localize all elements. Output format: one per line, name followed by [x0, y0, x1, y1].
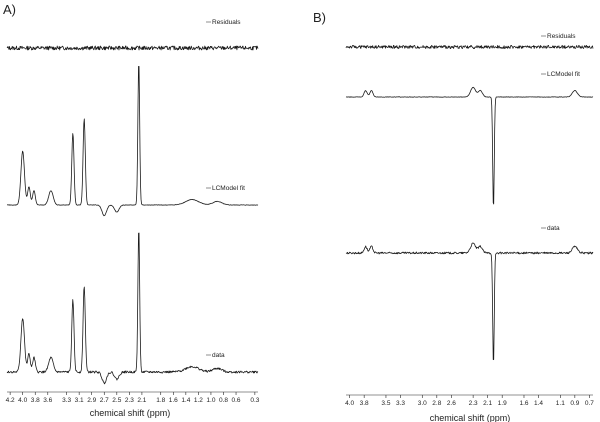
panel-b-x-tick-label: 4.0	[345, 400, 354, 407]
panel-a-data-legend-label: data	[212, 352, 225, 359]
panel-b-x-tick-label: 3.5	[381, 400, 390, 407]
panel-b-x-tick-label: 0.9	[570, 400, 579, 407]
panel-a-data-trace	[6, 232, 259, 385]
panel-a-x-tick-label: 0.6	[232, 397, 241, 404]
panel-a-x-axis-title: chemical shift (ppm)	[90, 408, 171, 418]
panel-b-label: B)	[313, 10, 326, 25]
panel-b-lcmodel-fit-legend-label: LCModel fit	[547, 71, 580, 78]
panel-b-x-tick-label: 0.7	[585, 400, 594, 407]
panel-b-data-trace	[345, 242, 594, 361]
panel-b-x-axis: 4.0 3.8 3.5 3.3 3.0 2.8 2.6 2.3 2.1 1.9 1.6 1.4 1.1 0…	[345, 394, 594, 407]
panel-b-x-tick-label: 3.3	[396, 400, 405, 407]
panel-a-x-tick-label: 1.6	[169, 397, 178, 404]
panel-b-x-tick-label: 2.8	[432, 400, 441, 407]
panel-b-x-tick-label: 3.8	[360, 400, 369, 407]
panel-a-x-tick-label: 2.5	[112, 397, 121, 404]
panel-a-legend: Residuals LCModel fit data	[206, 19, 245, 359]
panel-a-residuals-trace	[6, 45, 259, 51]
panel-a-x-tick-label: 0.3	[250, 397, 259, 404]
panel-b-x-tick-label: 1.6	[519, 400, 528, 407]
panel-a-x-tick-label: 3.3	[62, 397, 71, 404]
panel-b-series	[345, 45, 594, 361]
panel-a-x-tick-label: 2.1	[137, 397, 146, 404]
panel-a-label: A)	[3, 2, 16, 17]
panel-b-x-tick-label: 1.4	[534, 400, 543, 407]
panel-a-x-tick-label: 3.8	[31, 397, 40, 404]
panel-a-lcmodel-fit-legend-label: LCModel fit	[212, 185, 245, 192]
panel-b-lcmodel-fit-trace	[345, 86, 594, 205]
panel-b-residuals-legend-label: Residuals	[547, 33, 576, 40]
panel-b-x-tick-label: 1.9	[498, 400, 507, 407]
panel-a-x-tick-label: 1.0	[206, 397, 215, 404]
panel-b-x-tick-label: 2.6	[447, 400, 456, 407]
panel-b-x-tick-label: 3.0	[418, 400, 427, 407]
panel-b-x-tick-label: 1.1	[556, 400, 565, 407]
panel-a-x-tick-label: 1.2	[194, 397, 203, 404]
panel-a-x-tick-label: 4.0	[18, 397, 27, 404]
panel-a-x-tick-label: 3.6	[43, 397, 52, 404]
panel-b-x-tick-label: 2.3	[469, 400, 478, 407]
panel-a-x-tick-label: 0.8	[219, 397, 228, 404]
panel-a-x-tick-label: 4.2	[6, 397, 15, 404]
panel-a-lcmodel-fit-trace	[6, 66, 259, 217]
panel-a-residuals-legend-label: Residuals	[212, 19, 241, 26]
panel-b-legend: Residuals LCModel fit data	[541, 33, 580, 232]
panel-b: B) Residuals LCModel fit data 4.0 3.8 3.5 3.3…	[313, 10, 594, 422]
panel-a-x-tick-label: 2.7	[100, 397, 109, 404]
panel-b-x-axis-title: chemical shift (ppm)	[430, 413, 511, 422]
panel-a-x-axis: 4.2 4.0 3.8 3.6 3.3 3.1 2.9 2.7 2.5 2.3 2.1 1.8 1.6 1…	[6, 391, 260, 404]
panel-b-x-tick-label: 2.1	[483, 400, 492, 407]
panel-a-x-tick-label: 1.4	[181, 397, 190, 404]
panel-a: A) Residuals LCModel fit data 4.2 4.0 3.8 3.6…	[3, 2, 260, 418]
panel-a-x-tick-label: 2.9	[87, 397, 96, 404]
panel-a-x-tick-label: 3.1	[75, 397, 84, 404]
panel-b-data-legend-label: data	[547, 225, 560, 232]
panel-b-residuals-trace	[345, 45, 594, 49]
panel-a-series	[6, 45, 259, 385]
panel-a-x-tick-label: 1.8	[156, 397, 165, 404]
panel-a-x-tick-label: 2.3	[125, 397, 134, 404]
